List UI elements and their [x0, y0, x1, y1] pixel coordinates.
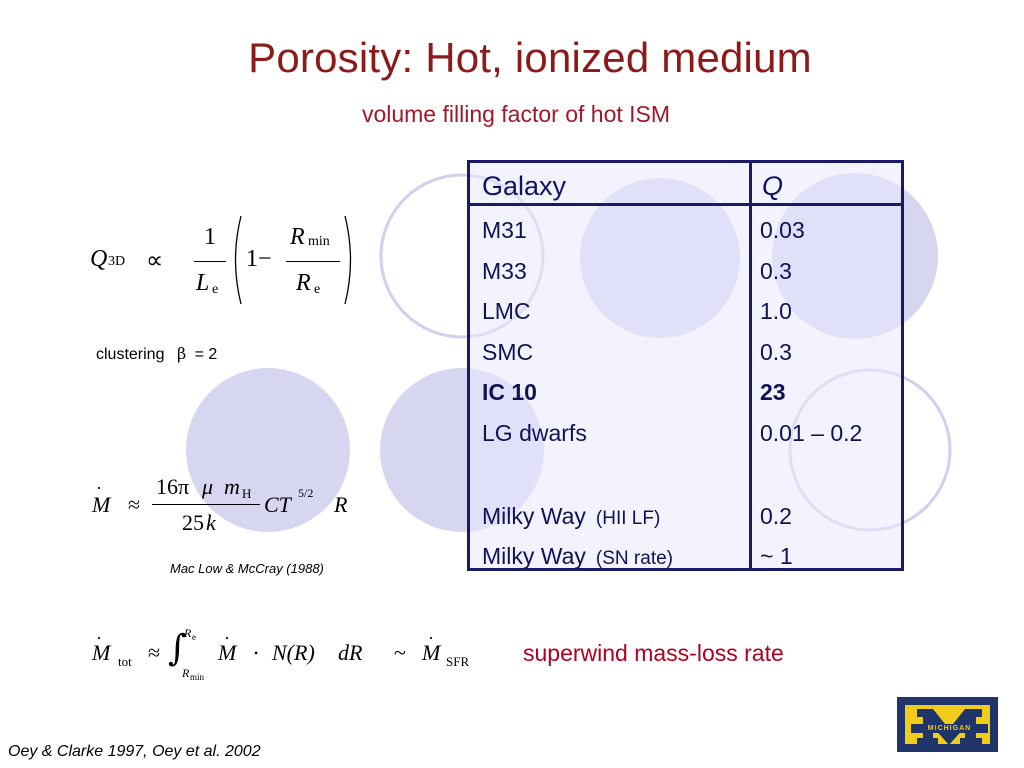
fraction-bar: [286, 261, 340, 262]
n-of-r: N(R): [272, 640, 315, 665]
citation-oey: Oey & Clarke 1997, Oey et al. 2002: [8, 743, 261, 760]
frac2-numerator-sub: min: [308, 234, 330, 249]
mdot-dot: ·: [224, 628, 230, 648]
logo-field: MICHIGAN: [905, 705, 990, 746]
citation-mac-low: Mac Low & McCray (1988): [170, 561, 324, 576]
cell-galaxy: Milky Way (SN rate): [482, 543, 673, 570]
one-minus: 1−: [246, 246, 272, 272]
cell-galaxy: SMC: [482, 339, 534, 365]
mdot-sfr-symbol: M: [422, 640, 441, 665]
integral-lower-sub: min: [190, 672, 205, 682]
frac1-numerator: 1: [204, 224, 216, 250]
porosity-formula: Q 3D ∝ 1 L e 1− R min R e: [88, 210, 368, 310]
cell-q: 23: [760, 379, 786, 405]
integral-upper: R: [184, 626, 192, 640]
cell-galaxy: M31: [482, 217, 527, 243]
dr-term: dR: [338, 640, 363, 665]
q-symbol: Q: [90, 246, 108, 272]
mdot-tot-sub: tot: [118, 654, 132, 669]
galaxy-name: Milky Way: [482, 543, 586, 569]
cell-galaxy: M33: [482, 258, 527, 284]
clustering-note: clustering β = 2: [96, 344, 217, 364]
r-term: R: [334, 492, 348, 517]
frac1-denominator: L: [196, 270, 210, 296]
left-paren: [234, 215, 242, 305]
slide-title: Porosity: Hot, ionized medium: [248, 34, 812, 81]
frac2-numerator: R: [290, 224, 305, 250]
cell-galaxy: LG dwarfs: [482, 420, 587, 446]
num-m-sub: H: [242, 486, 252, 501]
mdot-tot-dot: ·: [96, 628, 102, 648]
approx-symbol: ≈: [128, 492, 141, 517]
mdot-dot: ·: [96, 478, 102, 498]
frac2-denominator-sub: e: [314, 282, 321, 297]
cell-q: 1.0: [760, 298, 792, 324]
mdot-symbol: M: [92, 492, 111, 517]
fraction-bar: [152, 504, 260, 505]
header-galaxy: Galaxy: [482, 171, 567, 201]
block-m-icon: [917, 709, 982, 746]
clustering-label: clustering: [96, 346, 165, 363]
num-coeff: 16π: [156, 474, 190, 499]
header-divider: [470, 203, 901, 206]
mass-loss-formula: · M ≈ 16π μ m H 25 k CT 5/2 R: [90, 470, 360, 540]
proportional-symbol: ∝: [146, 248, 164, 274]
approx-symbol: ≈: [148, 640, 161, 665]
mdot-sfr-sub: SFR: [446, 654, 470, 669]
cell-q: 0.3: [760, 258, 792, 284]
integral-lower: R: [182, 666, 190, 680]
integral-symbol: ∫: [168, 628, 187, 669]
frac2-denominator: R: [296, 270, 311, 296]
michigan-logo: MICHIGAN: [897, 697, 998, 752]
integral-upper-sub: e: [192, 632, 196, 642]
num-m: m: [224, 474, 240, 499]
galaxy-note: (SN rate): [595, 548, 673, 569]
beta-value: = 2: [194, 346, 218, 363]
cell-galaxy: IC 10: [482, 379, 537, 405]
right-paren: [344, 215, 352, 305]
ct-term: CT: [264, 492, 291, 517]
bullet-product: •: [254, 646, 259, 660]
slide-subtitle: volume filling factor of hot ISM: [361, 101, 671, 127]
q-subscript: 3D: [108, 254, 126, 269]
decor-circle: [186, 368, 350, 532]
column-divider: [749, 163, 752, 568]
superwind-label: superwind mass-loss rate: [523, 640, 784, 666]
galaxy-name: Milky Way: [482, 503, 586, 529]
cell-q: 0.3: [760, 339, 792, 365]
logo-wordmark: MICHIGAN: [911, 724, 988, 733]
mdot-integrand: M: [218, 640, 237, 665]
frac1-denominator-sub: e: [212, 282, 219, 297]
beta-symbol: β: [176, 344, 187, 363]
total-mass-loss-formula: · M tot ≈ ∫ R e R min · M • N(R) dR ~ · …: [90, 626, 490, 686]
mdot-tot-symbol: M: [92, 640, 111, 665]
galaxy-note: (HII LF): [595, 508, 661, 529]
num-mu: μ: [202, 474, 214, 499]
cell-q: 0.03: [760, 217, 805, 243]
cell-q: 0.2: [760, 503, 792, 529]
header-q: Q: [762, 171, 784, 201]
galaxy-q-table: Galaxy Q M31 0.03 M33 0.3 LMC 1.0 SMC 0.…: [467, 160, 904, 571]
cell-q: ~ 1: [760, 543, 793, 569]
cell-galaxy: Milky Way (HII LF): [482, 503, 660, 530]
den-k: k: [206, 510, 216, 535]
cell-q: 0.01 – 0.2: [760, 420, 863, 446]
den-coeff: 25: [182, 510, 204, 535]
tilde-symbol: ~: [394, 640, 406, 665]
ct-exponent: 5/2: [298, 486, 314, 500]
mdot-sfr-dot: ·: [428, 628, 434, 648]
fraction-bar: [194, 261, 226, 262]
cell-galaxy: LMC: [482, 298, 531, 324]
